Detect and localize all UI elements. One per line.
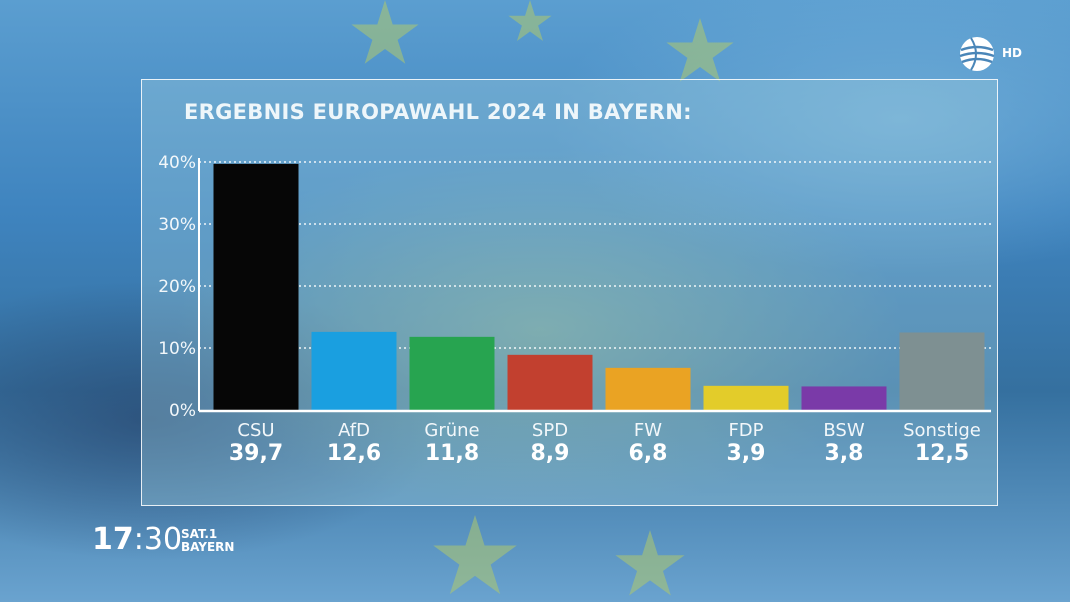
- value-label: 3,8: [825, 441, 864, 466]
- clock-separator: :: [133, 522, 144, 557]
- y-tick-label: 20%: [158, 277, 196, 297]
- bar-grüne: [409, 336, 495, 410]
- clock-hours: 17: [92, 522, 134, 557]
- bar-sonstige: [899, 332, 985, 410]
- background-star-icon: [615, 530, 685, 596]
- category-label: BSW: [823, 420, 864, 441]
- category-label: Sonstige: [903, 420, 981, 441]
- chart-title: ERGEBNIS EUROPAWAHL 2024 IN BAYERN:: [184, 100, 692, 124]
- bar-fw: [605, 367, 691, 410]
- y-tick-label: 30%: [158, 215, 196, 235]
- channel-line-1: SAT.1: [181, 527, 218, 541]
- clock-minutes: 30: [143, 522, 183, 557]
- channel-label: SAT.1 BAYERN: [181, 528, 234, 554]
- y-tick-label: 0%: [169, 401, 196, 421]
- value-label: 12,6: [327, 441, 381, 466]
- sat1-ball-logo-icon: [959, 37, 995, 71]
- value-label: 11,8: [425, 441, 479, 466]
- hd-badge: HD: [1002, 46, 1023, 60]
- background-star-icon: [508, 0, 552, 41]
- value-label: 39,7: [229, 441, 283, 466]
- bar-bsw: [801, 386, 887, 410]
- background-star-icon: [433, 515, 517, 595]
- category-label: FW: [634, 420, 662, 441]
- value-label: 6,8: [629, 441, 668, 466]
- y-tick-label: 40%: [158, 153, 196, 173]
- bar-spd: [507, 354, 593, 410]
- background-star-icon: [666, 18, 734, 82]
- bar-afd: [311, 331, 397, 410]
- value-label: 12,5: [915, 441, 969, 466]
- background-star-icon: [351, 0, 419, 64]
- category-label: FDP: [728, 420, 763, 441]
- bar-csu: [213, 163, 299, 410]
- bar-fdp: [703, 385, 789, 410]
- category-label: AfD: [338, 420, 370, 441]
- category-label: Grüne: [424, 420, 479, 441]
- clock: 17:30: [92, 522, 182, 558]
- category-label: CSU: [237, 420, 274, 441]
- y-tick-label: 10%: [158, 339, 196, 359]
- category-label: SPD: [532, 420, 568, 441]
- value-label: 3,9: [727, 441, 766, 466]
- value-label: 8,9: [531, 441, 570, 466]
- channel-line-2: BAYERN: [181, 540, 235, 554]
